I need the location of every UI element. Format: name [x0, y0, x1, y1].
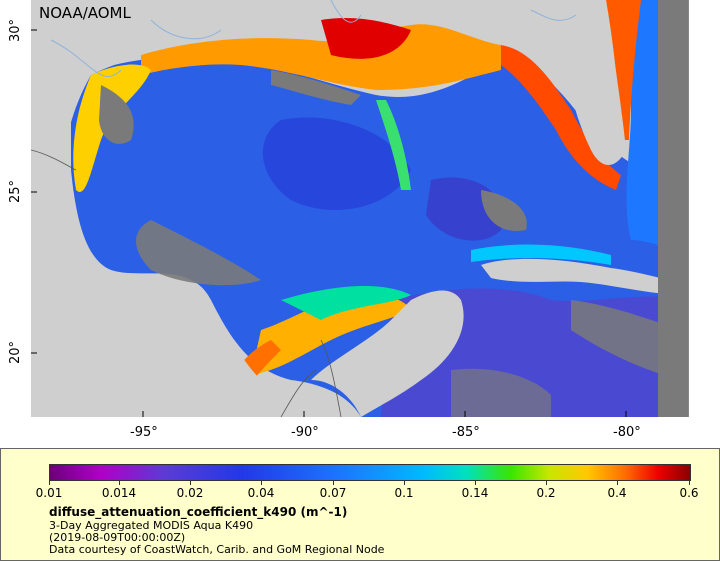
lon-label-90: -90° [291, 425, 319, 440]
us-land [31, 0, 591, 200]
cuba-north-band [471, 244, 611, 265]
lat-label-30: 30° [8, 18, 23, 42]
florida-east-coast [606, 0, 641, 140]
mexico-land [31, 200, 361, 417]
mississippi-plume [376, 100, 411, 190]
lon-label-80: -80° [613, 425, 641, 440]
nodata-texas-shelf [99, 85, 134, 144]
delta-red [321, 18, 411, 59]
colorbar-tick: 0.02 [176, 486, 204, 500]
colorbar-tick: 0.014 [101, 486, 137, 500]
nodata-caribbean-south [451, 368, 551, 417]
legend-panel: 0.01 0.014 0.02 0.04 0.07 0.1 0.14 0.2 0… [0, 448, 720, 561]
lon-label-85: -85° [452, 425, 480, 440]
map-credit: NOAA/AOML [39, 4, 131, 22]
lat-label-25: 25° [8, 179, 23, 203]
colorbar-tick: 0.04 [247, 486, 275, 500]
nodata-east-strip [658, 0, 688, 417]
colorbar-tick: 0.2 [536, 486, 556, 500]
map-plot-area: NOAA/AOML [31, 0, 689, 417]
nodata-central [481, 190, 527, 231]
colorbar-tick: 0.6 [679, 486, 699, 500]
colorbar-tick: 0.14 [461, 486, 489, 500]
legend-variable-title: diffuse_attenuation_coefficient_k490 (m^… [49, 505, 348, 519]
yucatan-land [311, 290, 464, 417]
map-frame: NOAA/AOML 30° 25° 20° -95° -90° -85° -80… [8, 0, 689, 440]
k490-raster [31, 0, 688, 417]
colorbar-tick: 0.07 [319, 486, 347, 500]
graticule-ticks [31, 29, 627, 417]
texas-coast [73, 64, 151, 192]
legend-courtesy: Data courtesy of CoastWatch, Carib. and … [49, 543, 385, 556]
colorbar-tick: 0.4 [607, 486, 627, 500]
nodata-louisiana [271, 70, 361, 105]
colorbar-tick: 0.01 [35, 486, 63, 500]
country-borders [31, 149, 342, 417]
lon-label-95: -95° [130, 425, 158, 440]
cuba-land [481, 258, 688, 295]
florida-peninsula [561, 0, 626, 165]
river-lines [50, 0, 577, 77]
gulf-central-dark [262, 117, 411, 210]
campeche-coast [251, 293, 411, 375]
north-coast-turbid [141, 24, 501, 90]
nodata-south-gulf [136, 220, 261, 286]
legend-product: 3-Day Aggregated MODIS Aqua K490 [49, 519, 254, 532]
colorbar [49, 464, 691, 481]
nodata-caribbean [571, 300, 681, 380]
colorbar-tick: 0.1 [394, 486, 414, 500]
legend-time: (2019-08-09T00:00:00Z) [49, 531, 186, 544]
florida-west-coast [501, 45, 621, 190]
campeche-shelf-green [281, 285, 411, 320]
lat-label-20: 20° [8, 340, 23, 364]
